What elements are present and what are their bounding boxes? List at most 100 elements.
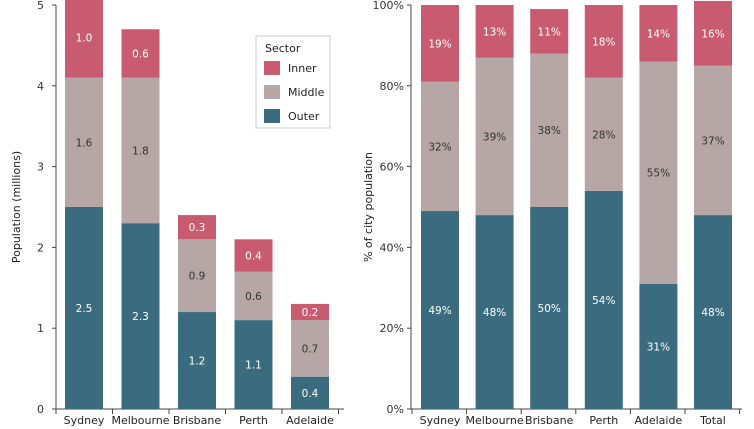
right-y-tick-label: 0% [387, 403, 404, 416]
left-category-label: Brisbane [173, 414, 222, 427]
right-category-label: Brisbane [525, 414, 574, 427]
left-data-label-outer: 2.3 [132, 311, 149, 323]
left-y-axis-title: Population (millions) [10, 151, 23, 263]
left-y-tick-label: 4 [37, 80, 44, 93]
left-bar-middle [291, 320, 329, 377]
right-category-label: Total [699, 414, 726, 427]
left-data-label-inner: 0.2 [302, 307, 319, 319]
legend-label-inner: Inner [288, 62, 317, 75]
left-data-label-inner: 0.3 [189, 222, 206, 234]
right-data-label-middle: 38% [538, 125, 561, 137]
left-data-label-outer: 2.5 [76, 303, 93, 315]
right-data-label-outer: 48% [701, 307, 724, 319]
right-bar-middle [584, 77, 623, 191]
right-category-label: Sydney [420, 414, 461, 427]
right-bar-middle [639, 61, 678, 284]
right-bar-outer [584, 190, 623, 409]
left-data-label-outer: 1.1 [245, 360, 262, 372]
left-bar-middle [178, 239, 216, 313]
left-bar-inner [121, 29, 160, 78]
legend-swatch-middle [264, 85, 280, 99]
right-data-label-inner: 13% [483, 26, 506, 38]
legend-title: Sector [265, 42, 301, 55]
left-category-label: Melbourne [111, 414, 169, 427]
left-y-tick-label: 0 [37, 403, 44, 416]
right-data-label-outer: 48% [483, 307, 506, 319]
right-bar-middle [421, 81, 459, 212]
left-bar-outer [178, 312, 216, 409]
left-bar-inner [234, 239, 273, 272]
right-bar-inner [694, 0, 732, 66]
left-bar-outer [121, 223, 160, 409]
right-data-label-outer: 49% [428, 305, 451, 317]
left-category-label: Perth [239, 414, 268, 427]
right-y-tick-label: 20% [380, 322, 404, 335]
right-bar-middle [694, 65, 732, 216]
legend-swatch-outer [264, 109, 280, 123]
right-bar-outer [694, 215, 732, 409]
right-bar-middle [530, 53, 569, 208]
legend-swatch-inner [264, 61, 280, 75]
left-y-tick-label: 5 [37, 0, 44, 12]
left-y-tick-label: 3 [37, 161, 44, 174]
right-data-label-middle: 39% [483, 131, 506, 143]
left-bar-outer [291, 376, 329, 409]
right-y-tick-label: 80% [380, 80, 404, 93]
left-data-label-middle: 0.6 [245, 291, 262, 303]
right-data-label-inner: 11% [538, 26, 561, 38]
right-category-label: Adelaide [635, 414, 683, 427]
right-y-tick-label: 100% [373, 0, 404, 12]
right-data-label-outer: 54% [592, 295, 615, 307]
legend: Sector Inner Middle Outer [255, 35, 331, 129]
left-data-label-inner: 0.6 [132, 48, 149, 60]
right-bar-inner [475, 5, 514, 58]
right-category-label: Perth [589, 414, 618, 427]
right-data-label-inner: 19% [428, 38, 451, 50]
right-category-label: Melbourne [466, 414, 524, 427]
right-bar-inner [530, 9, 569, 54]
right-bar-middle [475, 57, 514, 216]
left-data-label-middle: 0.9 [189, 271, 206, 283]
left-data-label-middle: 1.8 [132, 145, 149, 157]
right-data-label-inner: 16% [701, 28, 724, 40]
legend-label-middle: Middle [288, 86, 325, 99]
left-y-tick-label: 2 [37, 241, 44, 254]
left-bar-middle [65, 77, 103, 207]
left-data-label-inner: 0.4 [245, 250, 262, 262]
left-data-label-outer: 0.4 [302, 388, 319, 400]
right-data-label-outer: 50% [538, 303, 561, 315]
right-bar-outer [475, 215, 514, 409]
right-y-axis-title: % of city population [362, 152, 375, 262]
left-bar-middle [121, 77, 160, 224]
right-bar-inner [639, 5, 678, 62]
right-bar-outer [530, 207, 569, 409]
left-bar-inner [65, 0, 103, 78]
left-data-label-inner: 1.0 [76, 32, 93, 44]
right-data-label-middle: 55% [647, 168, 670, 180]
right-data-label-middle: 37% [701, 135, 724, 147]
left-bar-middle [234, 271, 273, 321]
left-bar-outer [234, 320, 273, 409]
left-category-label: Sydney [64, 414, 105, 427]
right-data-label-middle: 32% [428, 141, 451, 153]
right-data-label-inner: 18% [592, 36, 615, 48]
left-bar-outer [65, 207, 103, 409]
left-bar-inner [178, 215, 216, 240]
left-data-label-middle: 1.6 [76, 137, 93, 149]
right-bar-inner [421, 5, 459, 82]
right-data-label-inner: 14% [647, 28, 670, 40]
left-data-label-middle: 0.7 [302, 343, 319, 355]
right-panel-share-chart: 0% 20% 40% 60% 80% 100% % of city population 49… [362, 0, 742, 427]
right-y-tick-label: 40% [380, 241, 404, 254]
left-category-label: Adelaide [286, 414, 334, 427]
right-data-label-middle: 28% [592, 129, 615, 141]
right-bar-inner [584, 5, 623, 78]
right-bar-outer [421, 211, 459, 409]
right-bar-outer [639, 283, 678, 409]
right-y-tick-label: 60% [380, 161, 404, 174]
left-data-label-outer: 1.2 [189, 356, 206, 368]
left-panel-population-chart: 0 1 2 3 4 5 Population (millions) 2.5 1.6 1.0 Sydn… [10, 0, 344, 427]
left-bar-inner [291, 303, 329, 321]
